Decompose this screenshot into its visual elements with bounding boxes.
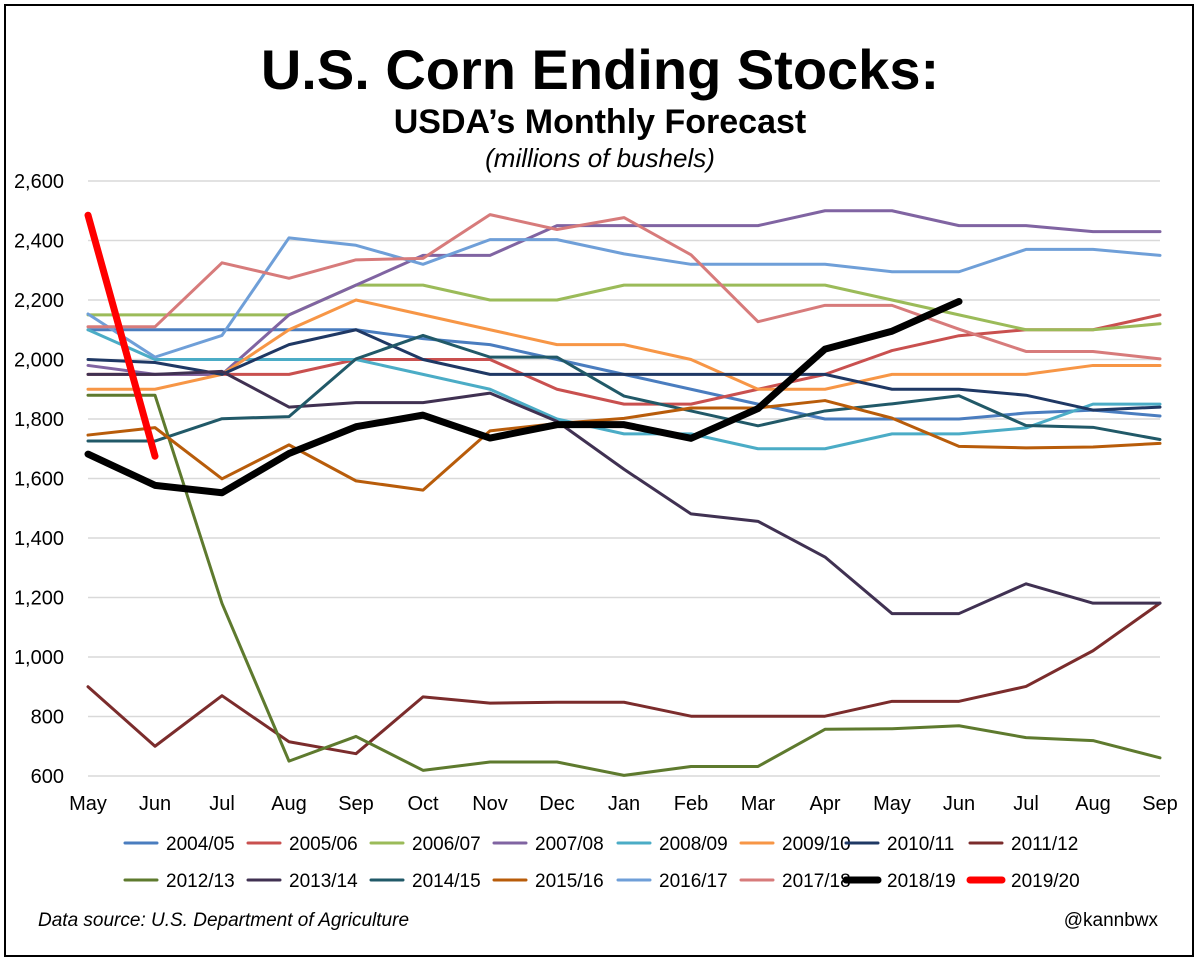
series-line-2018-19 bbox=[84, 297, 963, 497]
series-lines bbox=[84, 209, 1162, 777]
legend: 2004/05 2005/06 2006/07 2007/08 2008/09 2009/… bbox=[123, 834, 1080, 892]
y-tick-label: 1,600 bbox=[14, 469, 64, 491]
legend-label: 2010/11 bbox=[887, 834, 954, 855]
y-tick-label: 1,000 bbox=[14, 647, 64, 669]
y-tick-label: 1,200 bbox=[14, 588, 64, 610]
legend-label: 2009/10 bbox=[782, 834, 851, 855]
y-tick-label: 1,800 bbox=[14, 409, 64, 431]
x-tick-label: Oct bbox=[407, 793, 439, 815]
x-axis-ticks: May Jun Jul Aug Sep Oct Nov Dec Jan Feb Mar Apr May J… bbox=[69, 793, 1178, 815]
y-tick-label: 2,200 bbox=[14, 290, 64, 312]
y-tick-label: 600 bbox=[31, 766, 64, 788]
legend-item-2012-13: 2012/13 bbox=[123, 871, 235, 892]
legend-item-2011-12: 2011/12 bbox=[968, 834, 1078, 855]
x-tick-label: Aug bbox=[1075, 793, 1111, 815]
legend-label: 2005/06 bbox=[289, 834, 358, 855]
series-line-2011-12 bbox=[86, 601, 1162, 756]
legend-label: 2012/13 bbox=[166, 871, 235, 892]
legend-item-2017-18: 2017/18 bbox=[739, 871, 851, 892]
series-line-2006-07 bbox=[86, 283, 1162, 332]
x-tick-label: Jul bbox=[1013, 793, 1039, 815]
legend-label: 2007/08 bbox=[535, 834, 604, 855]
y-tick-label: 800 bbox=[31, 707, 64, 729]
series-line-2013-14 bbox=[86, 369, 1162, 616]
x-tick-label: Feb bbox=[674, 793, 708, 815]
legend-label: 2004/05 bbox=[166, 834, 235, 855]
legend-item-2006-07: 2006/07 bbox=[369, 834, 481, 855]
x-tick-label: Aug bbox=[271, 793, 307, 815]
series-line-2012-13 bbox=[86, 393, 1162, 777]
legend-label: 2006/07 bbox=[412, 834, 481, 855]
x-tick-label: Sep bbox=[338, 793, 374, 815]
x-tick-label: Jun bbox=[943, 793, 975, 815]
y-tick-label: 2,600 bbox=[14, 171, 64, 193]
legend-item-2013-14: 2013/14 bbox=[246, 871, 358, 892]
series-line-2008-09 bbox=[86, 328, 1162, 451]
legend-label: 2013/14 bbox=[289, 871, 358, 892]
series-line-2007-08 bbox=[86, 209, 1162, 376]
legend-label: 2018/19 bbox=[887, 871, 956, 892]
series-line-2019-20 bbox=[84, 211, 159, 460]
legend-item-2007-08: 2007/08 bbox=[492, 834, 604, 855]
legend-item-2015-16: 2015/16 bbox=[492, 871, 604, 892]
legend-label: 2016/17 bbox=[659, 871, 728, 892]
series-line-2005-06 bbox=[86, 313, 1162, 406]
x-tick-label: Jul bbox=[209, 793, 235, 815]
y-tick-label: 2,000 bbox=[14, 350, 64, 372]
data-source-note: Data source: U.S. Department of Agricult… bbox=[38, 910, 410, 931]
legend-item-2004-05: 2004/05 bbox=[123, 834, 235, 855]
series-line-2014-15 bbox=[86, 333, 1162, 443]
x-tick-label: Dec bbox=[539, 793, 575, 815]
series-line-2015-16 bbox=[86, 399, 1162, 492]
legend-item-2009-10: 2009/10 bbox=[739, 834, 851, 855]
x-tick-label: Mar bbox=[741, 793, 776, 815]
legend-label: 2014/15 bbox=[412, 871, 481, 892]
series-line-2009-10 bbox=[86, 298, 1162, 391]
legend-label: 2011/12 bbox=[1011, 834, 1078, 855]
x-tick-label: May bbox=[873, 793, 911, 815]
series-line-2017-18 bbox=[86, 213, 1162, 361]
chart-title: U.S. Corn Ending Stocks: bbox=[260, 38, 940, 101]
legend-item-2016-17: 2016/17 bbox=[616, 871, 728, 892]
legend-item-2010-11: 2010/11 bbox=[844, 834, 954, 855]
x-tick-label: Jan bbox=[608, 793, 640, 815]
legend-item-2018-19: 2018/19 bbox=[842, 871, 956, 892]
legend-label: 2019/20 bbox=[1011, 871, 1080, 892]
legend-item-2005-06: 2005/06 bbox=[246, 834, 358, 855]
chart-frame bbox=[4, 4, 1194, 957]
x-tick-label: Nov bbox=[472, 793, 508, 815]
series-line-2016-17 bbox=[86, 236, 1162, 359]
chart-subtitle: USDA’s Monthly Forecast bbox=[393, 103, 807, 141]
y-axis-ticks: 600 800 1,000 1,200 1,400 1,600 1,800 2,000 2,20… bbox=[14, 171, 64, 788]
legend-item-2008-09: 2008/09 bbox=[616, 834, 728, 855]
legend-label: 2015/16 bbox=[535, 871, 604, 892]
x-tick-label: Sep bbox=[1142, 793, 1178, 815]
author-handle: @kannbwx bbox=[1063, 910, 1158, 931]
x-tick-label: Jun bbox=[139, 793, 171, 815]
units-label: (millions of bushels) bbox=[485, 143, 715, 173]
legend-label: 2017/18 bbox=[782, 871, 851, 892]
legend-item-2014-15: 2014/15 bbox=[369, 871, 481, 892]
x-tick-label: May bbox=[69, 793, 107, 815]
legend-item-2019-20: 2019/20 bbox=[966, 871, 1080, 892]
legend-label: 2008/09 bbox=[659, 834, 728, 855]
x-tick-label: Apr bbox=[809, 793, 840, 815]
series-line-2010-11 bbox=[86, 328, 1162, 412]
y-tick-label: 2,400 bbox=[14, 231, 64, 253]
y-tick-label: 1,400 bbox=[14, 528, 64, 550]
